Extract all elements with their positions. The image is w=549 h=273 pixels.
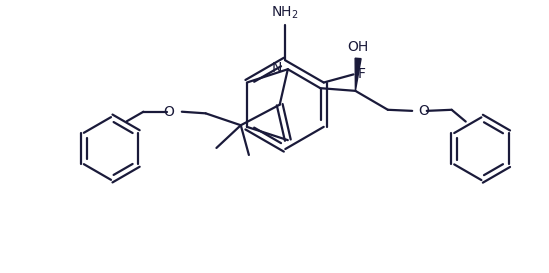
Text: F: F (357, 67, 365, 81)
Text: O: O (419, 104, 429, 118)
Text: OH: OH (348, 40, 369, 54)
Text: O: O (164, 105, 174, 119)
Text: NH$_2$: NH$_2$ (271, 5, 299, 21)
Text: N: N (272, 61, 282, 75)
Polygon shape (355, 58, 361, 91)
